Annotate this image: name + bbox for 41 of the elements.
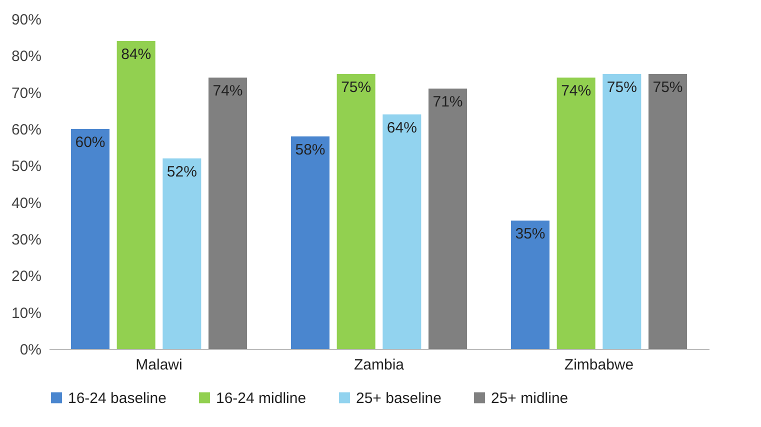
bar (116, 41, 156, 349)
y-tick-label: 90% (11, 12, 42, 28)
bar (291, 136, 330, 349)
bar (162, 158, 202, 349)
legend-label: 16-24 midline (216, 390, 306, 407)
data-label: 74% (212, 82, 243, 100)
data-label: 75% (341, 79, 372, 96)
data-label: 71% (432, 94, 463, 111)
bar (336, 74, 376, 349)
data-label: 84% (121, 46, 152, 63)
legend-label: 25+ midline (491, 390, 568, 407)
bar (428, 88, 467, 349)
y-tick-label: 80% (11, 48, 42, 66)
data-label: 35% (515, 226, 546, 243)
bar (208, 78, 247, 349)
data-label: 75% (606, 79, 637, 96)
legend-label: 16-24 baseline (68, 390, 166, 407)
data-label: 64% (386, 119, 417, 136)
bar (648, 74, 687, 349)
data-label: 75% (652, 79, 683, 96)
y-tick-label: 10% (11, 304, 42, 322)
data-label: 74% (561, 82, 592, 100)
y-tick-label: 20% (11, 268, 42, 286)
legend-label: 25+ baseline (356, 390, 442, 407)
y-tick-label: 60% (11, 122, 42, 138)
data-label: 52% (166, 163, 197, 180)
bar (511, 220, 550, 349)
bar (556, 78, 596, 349)
y-tick-label: 0% (20, 342, 42, 358)
y-tick-label: 50% (11, 158, 42, 176)
y-tick-label: 40% (11, 194, 42, 212)
data-label: 60% (75, 134, 106, 151)
x-tick-label: Zambia (354, 356, 405, 374)
y-tick-label: 70% (11, 84, 42, 102)
data-label: 58% (295, 141, 326, 158)
x-tick-label: Malawi (136, 356, 182, 374)
bar (71, 129, 110, 349)
bar (382, 114, 422, 349)
y-tick-label: 30% (11, 232, 42, 248)
x-tick-label: Zimbabwe (564, 356, 634, 374)
bar (602, 74, 642, 349)
